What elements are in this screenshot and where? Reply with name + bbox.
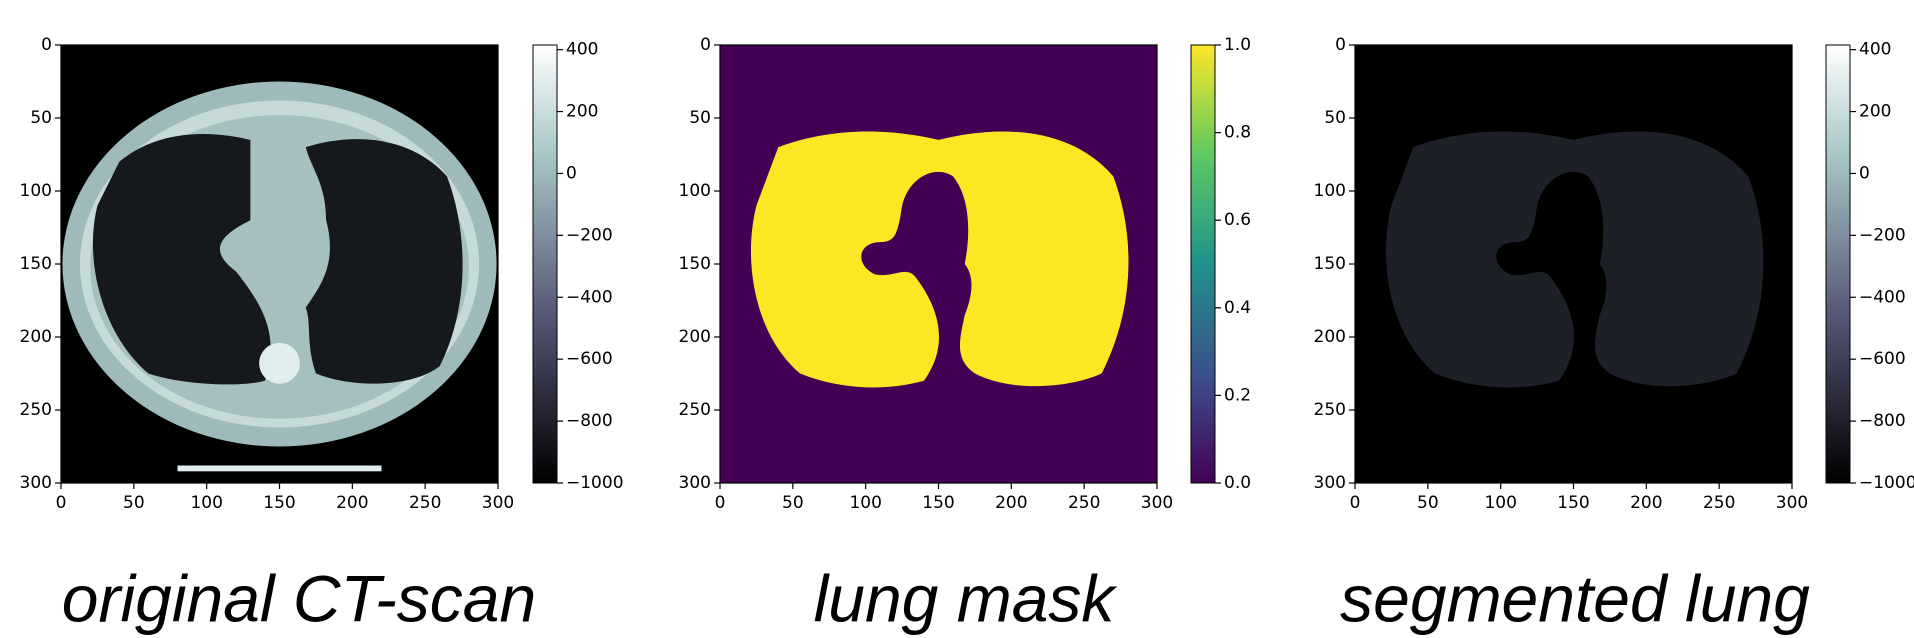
caption: lung mask <box>814 561 1118 635</box>
colorbar-tick-label: −800 <box>566 411 613 431</box>
colorbar-tick-label: 0.4 <box>1224 298 1251 318</box>
colorbar-tick-label: 200 <box>566 102 598 122</box>
y-tick-label: 300 <box>1314 473 1346 493</box>
x-tick-label: 200 <box>1630 493 1662 513</box>
x-tick-label: 300 <box>482 493 514 513</box>
y-tick-label: 50 <box>1324 108 1346 128</box>
colorbar-tick-label: −600 <box>566 349 613 369</box>
colorbar-tick-label: 0.0 <box>1224 473 1251 493</box>
y-tick-label: 250 <box>1314 400 1346 420</box>
caption: original CT-scan <box>62 561 536 635</box>
mask-image <box>720 45 1157 483</box>
colorbar-tick-label: 0 <box>1859 163 1870 183</box>
colorbar-tick-label: 200 <box>1859 102 1891 122</box>
colorbar-tick-label: −1000 <box>566 473 624 493</box>
colorbar-tick-label: −400 <box>1859 287 1906 307</box>
colorbar-tick-label: 0.8 <box>1224 123 1251 143</box>
x-tick-label: 300 <box>1141 493 1173 513</box>
x-tick-label: 50 <box>782 493 804 513</box>
x-tick-label: 50 <box>123 493 145 513</box>
y-tick-label: 250 <box>20 400 52 420</box>
x-tick-label: 250 <box>409 493 441 513</box>
colorbar-tick-label: −200 <box>566 225 613 245</box>
colorbar-tick-label: 0.6 <box>1224 210 1251 230</box>
y-tick-label: 300 <box>679 473 711 493</box>
y-tick-label: 150 <box>679 254 711 274</box>
x-tick-label: 50 <box>1417 493 1439 513</box>
x-tick-label: 100 <box>849 493 881 513</box>
y-tick-label: 150 <box>1314 254 1346 274</box>
y-tick-label: 200 <box>20 327 52 347</box>
colorbar-tick-label: 1.0 <box>1224 35 1251 55</box>
colorbar <box>533 45 557 483</box>
y-tick-label: 250 <box>679 400 711 420</box>
x-tick-label: 250 <box>1068 493 1100 513</box>
y-tick-label: 100 <box>679 181 711 201</box>
y-tick-label: 200 <box>1314 327 1346 347</box>
caption: segmented lung <box>1340 561 1810 635</box>
page: 0501001502002503000501001502002503004002… <box>0 0 1914 638</box>
y-tick-label: 0 <box>700 35 711 55</box>
colorbar-tick-label: 400 <box>1859 40 1891 60</box>
y-tick-label: 100 <box>20 181 52 201</box>
y-tick-label: 100 <box>1314 181 1346 201</box>
spine <box>259 343 300 384</box>
colorbar-tick-label: −400 <box>566 287 613 307</box>
y-tick-label: 0 <box>41 35 52 55</box>
colorbar-tick-label: 400 <box>566 40 598 60</box>
y-tick-label: 150 <box>20 254 52 274</box>
x-tick-label: 200 <box>336 493 368 513</box>
y-tick-label: 0 <box>1335 35 1346 55</box>
x-tick-label: 250 <box>1703 493 1735 513</box>
colorbar-tick-label: 0 <box>566 163 577 183</box>
ct-image <box>61 45 498 483</box>
x-tick-label: 0 <box>56 493 67 513</box>
y-tick-label: 300 <box>20 473 52 493</box>
segmented-image <box>1355 45 1792 483</box>
colorbar-tick-label: −800 <box>1859 411 1906 431</box>
y-tick-label: 50 <box>30 108 52 128</box>
colorbar <box>1191 45 1215 483</box>
colorbar-tick-label: −600 <box>1859 349 1906 369</box>
x-tick-label: 0 <box>1350 493 1361 513</box>
table <box>178 465 382 471</box>
x-tick-label: 100 <box>1484 493 1516 513</box>
y-tick-label: 200 <box>679 327 711 347</box>
colorbar-tick-label: 0.2 <box>1224 385 1251 405</box>
x-tick-label: 150 <box>922 493 954 513</box>
colorbar-tick-label: −200 <box>1859 225 1906 245</box>
x-tick-label: 0 <box>715 493 726 513</box>
colorbar-tick-label: −1000 <box>1859 473 1914 493</box>
y-tick-label: 50 <box>689 108 711 128</box>
right-lung <box>306 139 463 383</box>
figure: 0501001502002503000501001502002503004002… <box>0 0 1914 638</box>
x-tick-label: 300 <box>1776 493 1808 513</box>
x-tick-label: 150 <box>263 493 295 513</box>
colorbar <box>1826 45 1850 483</box>
x-tick-label: 200 <box>995 493 1027 513</box>
x-tick-label: 100 <box>190 493 222 513</box>
x-tick-label: 150 <box>1557 493 1589 513</box>
